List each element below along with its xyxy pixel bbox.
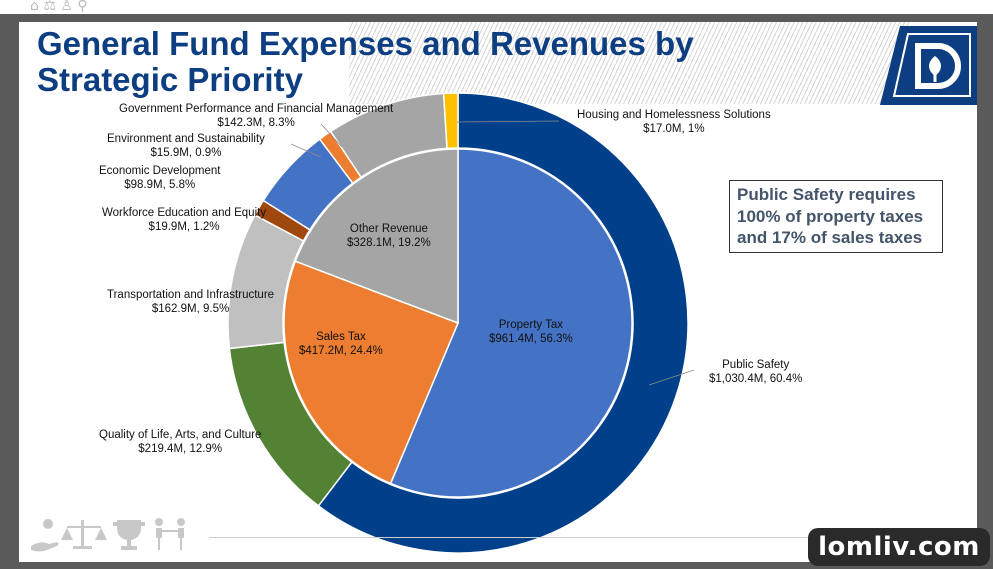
label-name: Property Tax [498,319,564,331]
callout-line-3: and 17% of sales taxes [737,228,923,247]
title-line-2: Strategic Priority [37,61,303,98]
helping-hand-icon [31,519,59,552]
inner-pie-revenues [283,148,633,498]
leader-line [456,120,560,123]
label-value: $961.4M, 56.3% [489,333,573,345]
leader-line [290,143,322,158]
label-value: $328.1M, 19.2% [347,237,431,249]
label-transportation: Transportation and Infrastructure $162.9… [107,288,274,316]
label-name: Other Revenue [349,223,428,235]
outer-ring-expenses [227,92,689,554]
label-name: Housing and Homelessness Solutions [577,109,771,121]
leader-lines [290,120,695,386]
scales-icon [61,520,107,549]
city-logo-icon [880,26,977,105]
leader-line [320,123,343,148]
label-workforce: Workforce Education and Equity $19.9M, 1… [102,206,266,234]
outer-slice-housing-and-homelessness-solutions [442,92,459,150]
label-value: $15.9M, 0.9% [150,147,222,159]
label-value: $162.9M, 9.5% [151,303,230,315]
inner-slice-sales-tax [283,260,459,485]
callout-line-2: 100% of property taxes [737,206,924,226]
label-value: $417.2M, 24.4% [299,345,383,357]
title-line-1: General Fund Expenses and Revenues by [37,25,694,62]
label-name: Economic Development [99,165,221,177]
label-name: Quality of Life, Arts, and Culture [99,429,262,441]
label-environment: Environment and Sustainability $15.9M, 0… [107,132,265,160]
label-name: Sales Tax [316,331,366,343]
nested-doughnut-chart [227,92,695,554]
label-economic-development: Economic Development $98.9M, 5.8% [99,164,220,192]
label-value: $142.3M, 8.3% [217,117,295,129]
label-name: Public Safety [722,359,790,371]
leader-line [648,369,695,386]
label-name: Transportation and Infrastructure [107,289,275,301]
label-value: $98.9M, 5.8% [124,179,196,191]
people-icon [155,518,185,550]
label-value: $19.9M, 1.2% [148,221,220,233]
label-value: $219.4M, 12.9% [138,443,223,455]
label-name: Government Performance and Financial Man… [119,103,394,115]
label-value: $17.0M, 1% [643,123,705,135]
label-value: $1,030.4M, 60.4% [709,373,803,385]
label-government-performance: Government Performance and Financial Man… [119,102,393,130]
label-quality-of-life: Quality of Life, Arts, and Culture $219.… [99,428,261,456]
label-housing: Housing and Homelessness Solutions $17.0… [577,108,771,136]
previous-slide-strip: ⌂ ⚖ ♙ ⚲ [0,0,993,14]
previous-slide-icons: ⌂ ⚖ ♙ ⚲ [30,0,88,14]
slide-title: General Fund Expenses and Revenues by St… [37,26,797,98]
title-hatch-pattern [349,22,909,104]
label-property-tax: Property Tax $961.4M, 56.3% [489,318,573,346]
label-name: Workforce Education and Equity [102,207,267,219]
public-safety-callout: Public Safety requires 100% of property … [729,180,943,253]
footer-line [209,537,959,538]
label-other-revenue: Other Revenue $328.1M, 19.2% [347,222,431,250]
inner-slice-property-tax [389,148,633,498]
watermark: lomliv.com [808,528,990,566]
slide: General Fund Expenses and Revenues by St… [19,22,977,562]
label-public-safety: Public Safety $1,030.4M, 60.4% [709,358,802,386]
label-sales-tax: Sales Tax $417.2M, 24.4% [299,330,383,358]
callout-line-1: Public Safety requires [737,185,916,204]
label-name: Environment and Sustainability [107,133,265,145]
outer-slice-public-safety [317,92,689,554]
inner-slice-other-revenue [294,148,459,325]
trophy-icon [113,520,145,550]
priority-icons [31,518,185,552]
